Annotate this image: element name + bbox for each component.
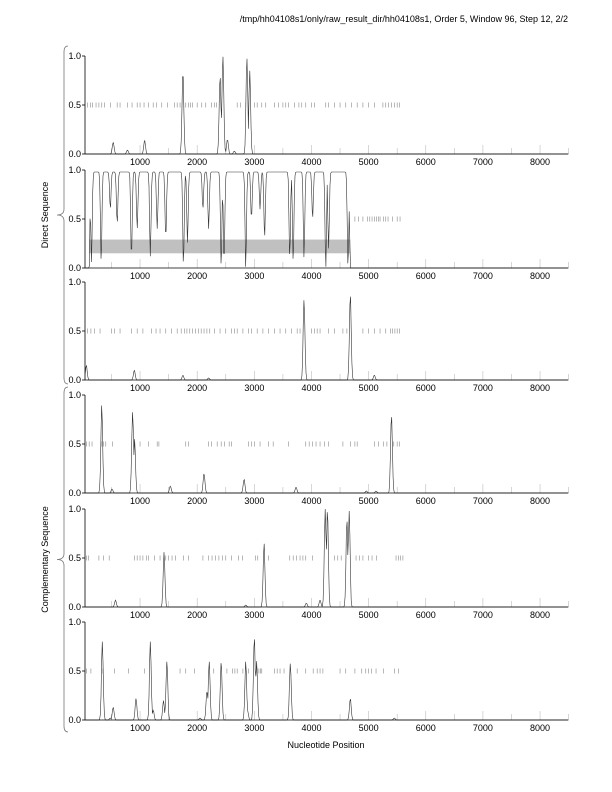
x-tick-label: 8000 — [530, 271, 550, 281]
x-tick-label: 7000 — [473, 610, 493, 620]
y-tick-label: 1.0 — [68, 277, 81, 287]
coding-potential-line — [85, 405, 569, 494]
x-axis-label: Nucleotide Position — [287, 740, 364, 750]
x-tick-label: 7000 — [473, 723, 493, 733]
x-tick-label: 7000 — [473, 383, 493, 393]
x-tick-label: 8000 — [530, 723, 550, 733]
y-tick-label: 0.0 — [68, 488, 81, 498]
x-tick-label: 1000 — [130, 496, 150, 506]
x-tick-label: 3000 — [244, 496, 264, 506]
x-tick-label: 6000 — [416, 496, 436, 506]
panel-direct-frame-1: 0.0 0.5 1.0 1000 2000 3000 4000 5000 6000 7000 800… — [68, 51, 569, 167]
x-tick-label: 4000 — [301, 271, 321, 281]
x-tick-label: 7000 — [473, 271, 493, 281]
panel-direct-frame-3: 0.0 0.5 1.0 1000 2000 3000 4000 5000 6000 7000 800… — [68, 277, 569, 393]
panel-direct-frame-2: 0.0 0.5 1.0 1000 2000 3000 4000 5000 6000 7000 800… — [68, 165, 569, 281]
y-tick-label: 0.5 — [68, 326, 81, 336]
predicted-gene-band — [89, 239, 351, 254]
x-tick-label: 2000 — [187, 610, 207, 620]
x-tick-label: 5000 — [359, 271, 379, 281]
y-tick-label: 0.0 — [68, 602, 81, 612]
x-tick-label: 4000 — [301, 383, 321, 393]
x-tick-label: 6000 — [416, 610, 436, 620]
y-tick-label: 1.0 — [68, 51, 81, 61]
y-tick-label: 1.0 — [68, 165, 81, 175]
x-tick-label: 6000 — [416, 383, 436, 393]
group-label: Complementary Sequence — [40, 506, 50, 613]
group-brace — [56, 45, 69, 385]
y-tick-label: 1.0 — [68, 390, 81, 400]
panel-complementary-frame-2: 0.0 0.5 1.0 1000 2000 3000 4000 5000 6000 7000 800… — [68, 504, 569, 620]
y-tick-label: 0.5 — [68, 439, 81, 449]
group-brace — [56, 386, 69, 733]
y-tick-label: 0.5 — [68, 100, 81, 110]
coding-potential-line — [85, 171, 569, 269]
x-tick-label: 5000 — [359, 496, 379, 506]
x-tick-label: 1000 — [130, 723, 150, 733]
x-tick-label: 2000 — [187, 271, 207, 281]
x-tick-label: 8000 — [530, 610, 550, 620]
x-tick-label: 5000 — [359, 383, 379, 393]
y-tick-label: 0.5 — [68, 214, 81, 224]
y-tick-label: 1.0 — [68, 504, 81, 514]
coding-potential-line — [85, 639, 569, 721]
x-tick-label: 4000 — [301, 157, 321, 167]
y-tick-label: 0.0 — [68, 263, 81, 273]
y-tick-label: 0.0 — [68, 715, 81, 725]
x-tick-label: 8000 — [530, 383, 550, 393]
sequence-groups: Direct Sequence Complementary Sequence — [40, 45, 69, 733]
y-tick-label: 0.0 — [68, 375, 81, 385]
coding-potential-line — [85, 56, 569, 155]
x-tick-label: 7000 — [473, 157, 493, 167]
x-tick-label: 2000 — [187, 496, 207, 506]
x-tick-label: 6000 — [416, 723, 436, 733]
x-tick-label: 5000 — [359, 610, 379, 620]
x-tick-label: 2000 — [187, 723, 207, 733]
x-tick-label: 8000 — [530, 157, 550, 167]
x-tick-label: 4000 — [301, 610, 321, 620]
y-tick-label: 0.5 — [68, 666, 81, 676]
x-tick-label: 5000 — [359, 723, 379, 733]
coding-potential-line — [84, 296, 569, 381]
panel-complementary-frame-3: 0.0 0.5 1.0 1000 2000 3000 4000 5000 6000 7000 800… — [68, 617, 569, 733]
coding-potential-line — [85, 508, 569, 608]
panels: 0.0 0.5 1.0 1000 2000 3000 4000 5000 6000 7000 800… — [68, 51, 569, 733]
x-tick-label: 1000 — [130, 271, 150, 281]
x-tick-label: 3000 — [244, 157, 264, 167]
x-tick-label: 2000 — [187, 383, 207, 393]
x-tick-label: 6000 — [416, 157, 436, 167]
x-tick-label: 1000 — [130, 383, 150, 393]
x-tick-label: 6000 — [416, 271, 436, 281]
x-tick-label: 7000 — [473, 496, 493, 506]
x-tick-label: 8000 — [530, 496, 550, 506]
x-tick-label: 5000 — [359, 157, 379, 167]
panel-complementary-frame-1: 0.0 0.5 1.0 1000 2000 3000 4000 5000 6000 7000 800… — [68, 390, 569, 506]
x-tick-label: 4000 — [301, 723, 321, 733]
y-tick-label: 1.0 — [68, 617, 81, 627]
x-tick-label: 3000 — [244, 383, 264, 393]
chart-title: /tmp/hh04108s1/only/raw_result_dir/hh041… — [240, 14, 568, 24]
x-tick-label: 3000 — [244, 271, 264, 281]
x-tick-label: 1000 — [130, 610, 150, 620]
y-tick-label: 0.5 — [68, 553, 81, 563]
y-tick-label: 0.0 — [68, 149, 81, 159]
group-label: Direct Sequence — [40, 182, 50, 249]
x-tick-label: 1000 — [130, 157, 150, 167]
x-tick-label: 2000 — [187, 157, 207, 167]
x-tick-label: 3000 — [244, 723, 264, 733]
x-tick-label: 3000 — [244, 610, 264, 620]
x-tick-label: 4000 — [301, 496, 321, 506]
